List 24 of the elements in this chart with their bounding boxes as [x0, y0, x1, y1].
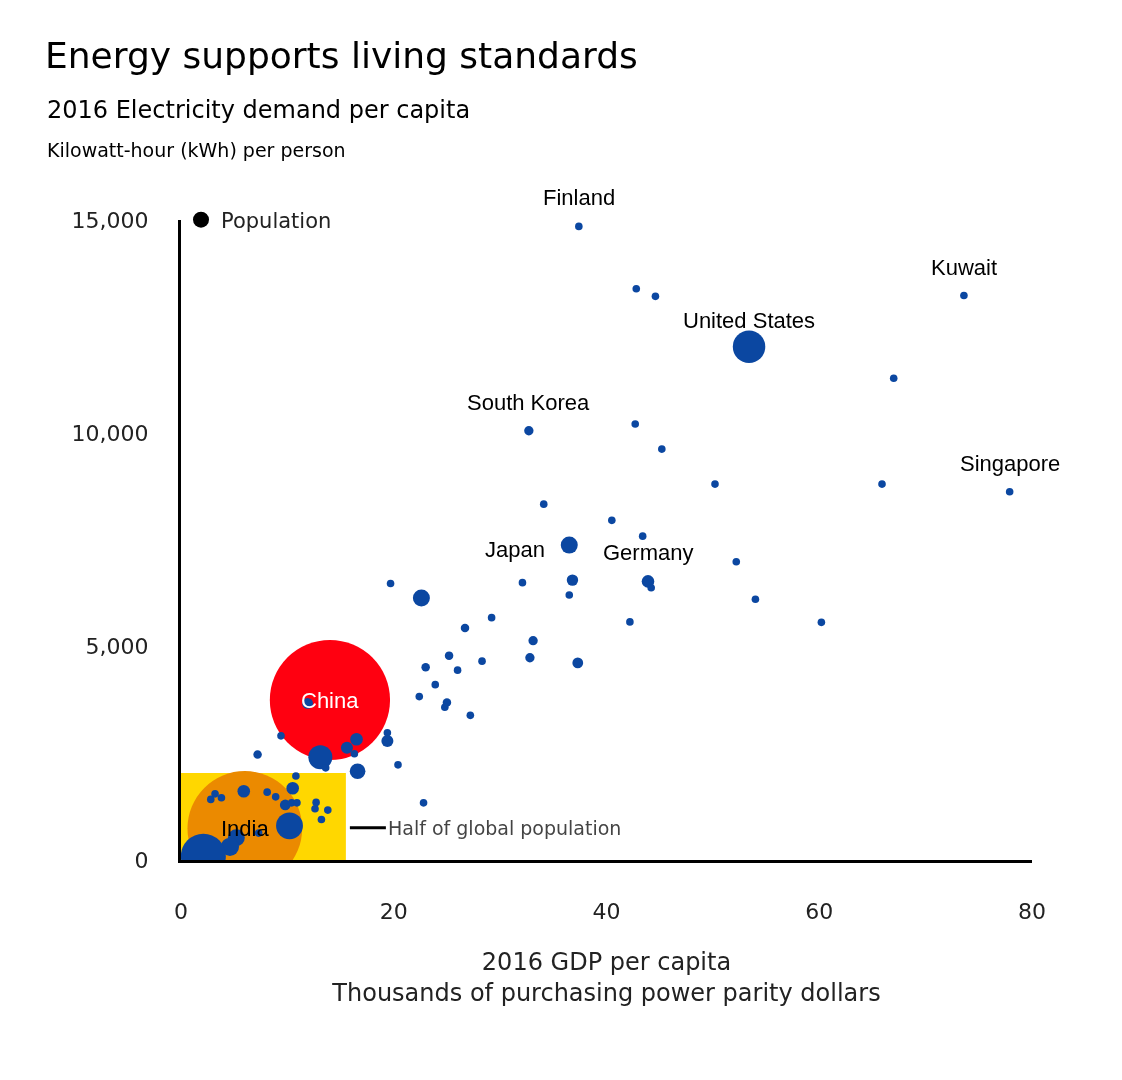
annotation: Singapore — [960, 451, 1061, 476]
x-tick-label: 0 — [174, 899, 188, 925]
annotation: China — [301, 688, 360, 713]
annotation: Half of global population — [388, 817, 622, 839]
annotation: India — [221, 816, 270, 841]
text: Population — [221, 208, 332, 233]
y-tick-label: 15,000 — [71, 207, 149, 233]
y-tick-label: 5,000 — [85, 634, 149, 660]
y-tick-label: 0 — [134, 847, 149, 873]
chart-subtitle: 2016 Electricity demand per capita — [47, 96, 471, 124]
x-tick-label: 40 — [592, 899, 621, 925]
annotation: Finland — [543, 185, 616, 210]
annotation: Germany — [603, 540, 694, 565]
x-tick-label: 20 — [379, 899, 408, 925]
y-axis-title: Kilowatt-hour (kWh) per person — [47, 139, 346, 161]
x-axis-title: 2016 GDP per capita Thousands of purchasing power parity dollars — [331, 947, 881, 1007]
y-tick-label: 10,000 — [71, 421, 149, 447]
annotation: South Korea — [467, 390, 591, 415]
annotation: Kuwait — [931, 255, 998, 280]
chart-title: Energy supports living standards — [45, 34, 638, 76]
x-tick-label: 80 — [1018, 899, 1046, 925]
annotation: Japan — [485, 537, 545, 562]
x-tick-label: 60 — [805, 899, 834, 925]
annotation: United States — [683, 308, 816, 333]
